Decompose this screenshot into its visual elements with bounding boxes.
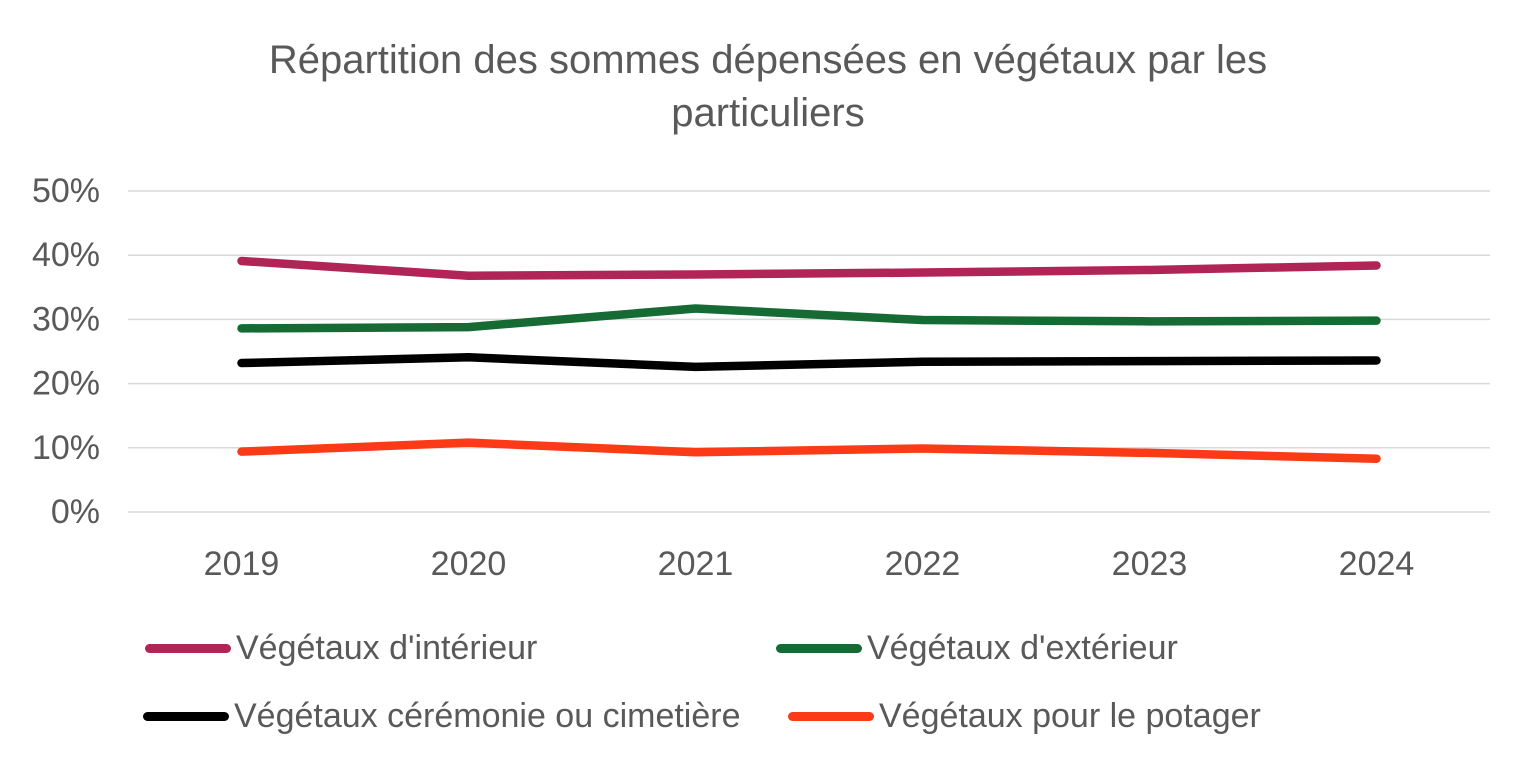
y-axis-tick-label: 40%	[32, 236, 100, 274]
legend-item: Végétaux pour le potager	[788, 697, 1261, 736]
x-axis-tick-label: 2020	[431, 545, 507, 583]
series-line-v-g-taux-d-ext-rieur	[237, 304, 1381, 333]
legend-item: Végétaux d'intérieur	[145, 629, 537, 668]
x-axis-tick-label: 2022	[885, 545, 961, 583]
x-axis-tick-label: 2019	[204, 545, 280, 583]
y-axis-tick-label: 10%	[32, 429, 100, 467]
series-line-v-g-taux-pour-le-potager	[237, 438, 1381, 463]
x-axis-tick-label: 2024	[1339, 545, 1415, 583]
legend-label: Végétaux d'intérieur	[236, 629, 538, 667]
legend-label: Végétaux cérémonie ou cimetière	[234, 697, 741, 735]
y-axis-tick-label: 50%	[32, 172, 100, 210]
x-axis-tick-label: 2023	[1112, 545, 1188, 583]
y-axis-tick-label: 0%	[51, 493, 100, 531]
legend-label: Végétaux pour le potager	[879, 697, 1261, 735]
x-axis-tick-label: 2021	[658, 545, 734, 583]
legend-swatch	[145, 644, 231, 653]
series-line-v-g-taux-c-r-monie-ou-cimeti-re	[237, 353, 1381, 372]
legend-swatch	[788, 712, 874, 721]
y-axis-tick-label: 30%	[32, 300, 100, 338]
legend-swatch	[776, 644, 862, 653]
series-line-v-g-taux-d-int-rieur	[237, 256, 1381, 280]
legend-item: Végétaux cérémonie ou cimetière	[143, 697, 741, 736]
y-axis-tick-label: 20%	[32, 365, 100, 403]
legend-swatch	[143, 712, 229, 721]
legend-label: Végétaux d'extérieur	[867, 629, 1178, 667]
chart-title: Répartition des sommes dépensées en végé…	[268, 38, 1268, 135]
legend-item: Végétaux d'extérieur	[776, 629, 1178, 668]
